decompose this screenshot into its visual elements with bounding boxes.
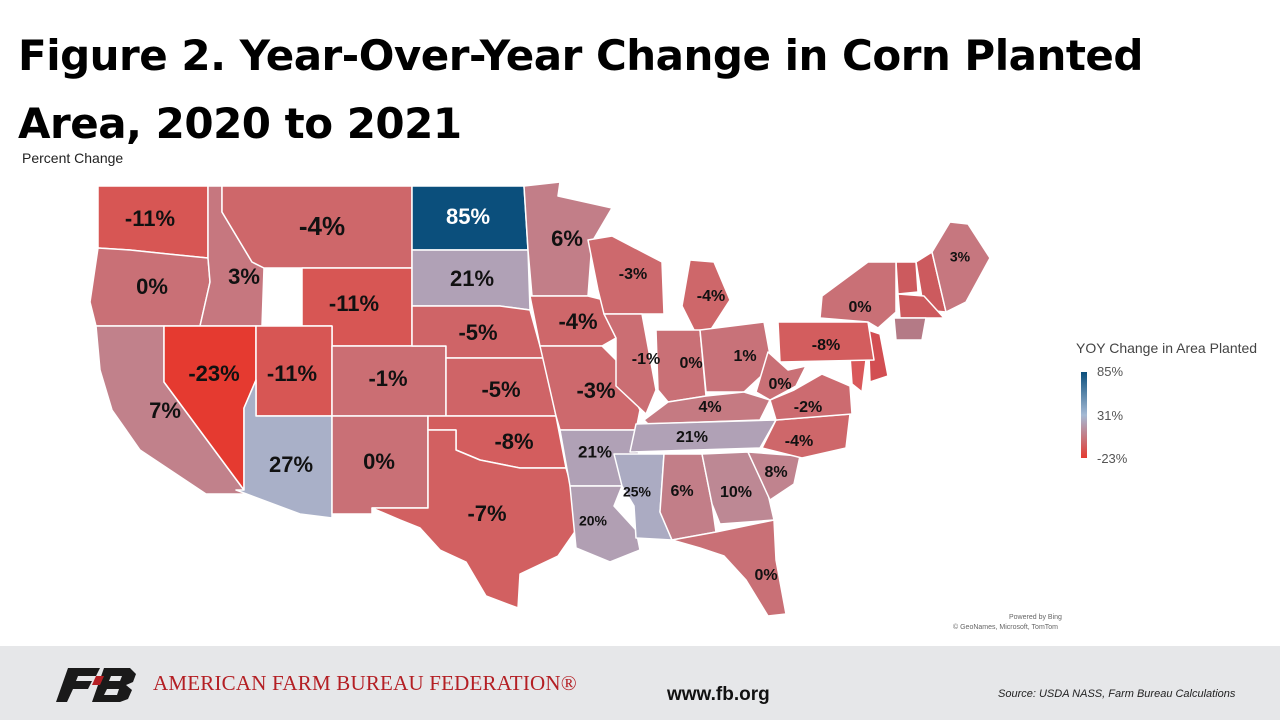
state-label-nd: 85%	[446, 204, 490, 229]
state-shape-east-1	[895, 261, 919, 295]
state-label-me: 3%	[950, 249, 971, 265]
state-label-ny: 0%	[848, 299, 871, 316]
state-label-mi: -4%	[697, 288, 725, 305]
state-label-tn: 21%	[676, 429, 708, 446]
state-ny	[819, 261, 897, 329]
state-label-il: -1%	[632, 351, 660, 368]
state-tn	[629, 419, 777, 453]
state-label-mn: 6%	[551, 226, 583, 251]
organization-name: AMERICAN FARM BUREAU FEDERATION®	[153, 671, 577, 695]
farm-bureau-logo-icon	[56, 668, 136, 702]
state-label-pa: -8%	[812, 337, 840, 354]
state-label-wv: 0%	[768, 376, 791, 393]
state-label-nc: -4%	[785, 433, 813, 450]
state-label-la: 20%	[579, 513, 608, 529]
state-pa	[777, 321, 875, 363]
state-label-mt: -4%	[299, 211, 345, 241]
state-label-ms: 25%	[623, 484, 652, 500]
state-wv	[755, 351, 807, 401]
state-label-in: 0%	[679, 355, 702, 372]
state-label-ia: -4%	[558, 309, 597, 334]
state-shape-east-3	[897, 293, 945, 319]
state-label-ga: 10%	[720, 484, 752, 501]
state-fl	[671, 519, 787, 617]
state-shape-east-6	[849, 355, 867, 393]
state-label-ne: -5%	[458, 320, 497, 345]
state-label-oh: 1%	[733, 348, 756, 365]
state-va	[769, 373, 853, 421]
state-shape-east-4	[893, 317, 927, 341]
state-label-sd: 21%	[450, 266, 494, 291]
legend-mid: 31%	[1097, 408, 1124, 423]
legend-gradient	[1081, 372, 1087, 458]
map-credit-sources: © GeoNames, Microsoft, TomTom	[953, 624, 1058, 631]
state-label-nv: -23%	[188, 361, 239, 386]
chart-subtitle: Percent Change	[22, 150, 124, 166]
state-label-id: 3%	[228, 264, 260, 289]
state-label-wi: -3%	[619, 266, 647, 283]
state-label-nm: 0%	[363, 449, 395, 474]
state-label-ks: -5%	[481, 377, 520, 402]
state-la	[569, 485, 641, 563]
website-link[interactable]: www.fb.org	[667, 684, 770, 705]
state-nc	[761, 413, 851, 459]
state-il	[603, 313, 657, 415]
chart-title: Figure 2. Year-Over-Year Change in Corn …	[18, 31, 1143, 148]
footer: AMERICAN FARM BUREAU FEDERATION® www.fb.…	[0, 646, 1280, 720]
legend-title: YOY Change in Area Planted	[1076, 340, 1258, 356]
state-label-wa: -11%	[125, 206, 175, 231]
state-label-ok: -8%	[494, 429, 533, 454]
state-label-ar: 21%	[578, 442, 612, 461]
state-shape-east-5	[867, 329, 889, 383]
state-label-ca: 7%	[149, 398, 181, 423]
state-label-sc: 8%	[764, 464, 787, 481]
state-label-ut: -11%	[267, 361, 317, 386]
state-label-al: 6%	[670, 483, 693, 500]
legend-min: -23%	[1097, 451, 1128, 466]
state-label-tx: -7%	[467, 501, 506, 526]
state-label-mo: -3%	[576, 378, 615, 403]
state-label-fl: 0%	[754, 567, 777, 584]
legend-max: 85%	[1097, 364, 1124, 379]
state-label-az: 27%	[269, 452, 313, 477]
state-label-ky: 4%	[698, 399, 721, 416]
state-mo	[539, 345, 641, 431]
state-sc	[747, 451, 801, 501]
state-me	[931, 221, 991, 313]
us-choropleth-map: -11% 0% 7% 3% -23% -4% -11% -11% 27% -1% 0% 85% 21% -…	[89, 181, 991, 617]
state-label-co: -1%	[368, 366, 407, 391]
state-label-or: 0%	[136, 274, 168, 299]
state-oh	[699, 321, 773, 393]
state-label-va: -2%	[794, 399, 822, 416]
source-note: Source: USDA NASS, Farm Bureau Calculati…	[998, 688, 1236, 700]
map-credit-powered: Powered by Bing	[1009, 614, 1062, 621]
state-wi	[587, 235, 665, 315]
state-label-wy: -11%	[329, 291, 379, 316]
